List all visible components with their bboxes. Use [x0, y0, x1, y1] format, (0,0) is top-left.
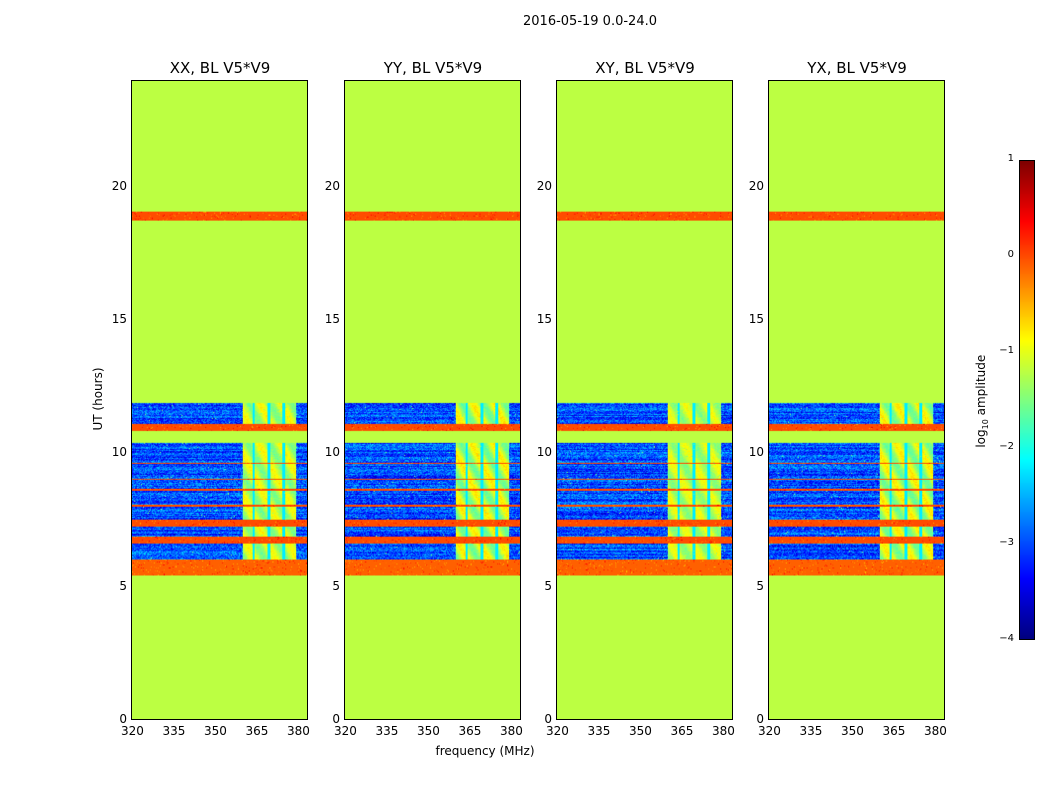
y-tick-label: 15: [748, 312, 764, 326]
colorbar: [1019, 160, 1035, 640]
panel-title: YY, BL V5*V9: [383, 59, 483, 77]
y-tick-label: 5: [544, 578, 552, 593]
y-tick-label: 10: [111, 445, 127, 460]
x-tick-label: 335: [162, 724, 186, 738]
spectrogram-heatmap: [345, 81, 520, 719]
x-tick-label: 320: [546, 724, 569, 738]
x-tick-label: 320: [758, 724, 781, 738]
x-tick-label: 380: [711, 724, 735, 738]
y-tick-label: 5: [332, 578, 340, 593]
colorbar-tick-label: 0: [1007, 249, 1014, 260]
y-tick-label: 20: [111, 178, 127, 193]
y-tick-label: 5: [756, 578, 764, 593]
y-tick-label: 20: [748, 178, 764, 193]
y-axis-label: UT (hours): [91, 367, 105, 431]
y-tick-label: 15: [536, 312, 552, 326]
y-tick-label: 15: [324, 312, 340, 326]
spectrogram-heatmap: [557, 81, 732, 719]
y-tick-label: 15: [111, 312, 127, 326]
x-tick-label: 320: [334, 724, 357, 738]
spectrogram-heatmap: [132, 81, 307, 719]
x-axis-label: frequency (MHz): [435, 744, 535, 758]
x-tick-label: 365: [458, 724, 482, 738]
x-tick-label: 350: [628, 724, 652, 738]
colorbar-tick-label: −2: [999, 441, 1014, 452]
x-tick-label: 365: [882, 724, 906, 738]
x-tick-label: 320: [121, 724, 144, 738]
x-tick-label: 350: [203, 724, 227, 738]
spectrogram-panel: [768, 80, 945, 720]
x-tick-label: 335: [799, 724, 823, 738]
y-tick-label: 10: [324, 445, 340, 460]
y-tick-label: 10: [748, 445, 764, 460]
colorbar-tick-label: −4: [999, 633, 1014, 644]
spectrogram-heatmap: [769, 81, 944, 719]
panel-title: XY, BL V5*V9: [595, 59, 695, 77]
y-tick-label: 0: [119, 712, 127, 726]
y-tick-label: 20: [324, 178, 340, 193]
x-tick-label: 365: [670, 724, 694, 738]
colorbar-label: log10 amplitude: [973, 354, 991, 448]
x-tick-label: 335: [587, 724, 611, 738]
y-tick-label: 0: [332, 712, 340, 726]
colorbar-tick-label: −3: [999, 537, 1014, 548]
spectrogram-panel: [131, 80, 308, 720]
x-tick-label: 380: [499, 724, 523, 738]
panel-title: YX, BL V5*V9: [807, 59, 907, 77]
figure-title: 2016-05-19 0.0-24.0: [523, 14, 657, 29]
y-tick-label: 20: [536, 178, 552, 193]
colorbar-tick-label: 1: [1007, 153, 1014, 164]
x-tick-label: 335: [375, 724, 399, 738]
spectrogram-panel: [344, 80, 521, 720]
x-tick-label: 350: [416, 724, 440, 738]
x-tick-label: 380: [923, 724, 947, 738]
y-tick-label: 5: [119, 578, 127, 593]
panel-title: XX, BL V5*V9: [169, 59, 271, 77]
x-tick-label: 350: [840, 724, 864, 738]
y-tick-label: 10: [536, 445, 552, 460]
x-tick-label: 365: [245, 724, 269, 738]
colorbar-tick-label: −1: [999, 345, 1014, 356]
x-tick-label: 380: [286, 724, 310, 738]
spectrogram-panel: [556, 80, 733, 720]
y-tick-label: 0: [544, 712, 552, 726]
y-tick-label: 0: [756, 712, 764, 726]
